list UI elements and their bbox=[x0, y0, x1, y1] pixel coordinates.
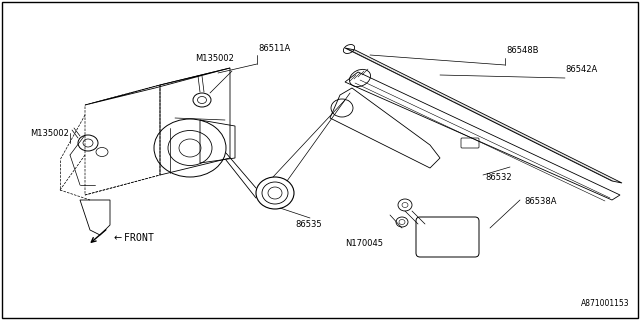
Text: 86535: 86535 bbox=[295, 220, 322, 229]
Text: M135002: M135002 bbox=[30, 129, 69, 138]
Text: N170045: N170045 bbox=[345, 238, 383, 247]
Text: 86538A: 86538A bbox=[524, 197, 557, 206]
Text: 86548B: 86548B bbox=[506, 46, 538, 55]
Polygon shape bbox=[345, 48, 622, 183]
Text: 86542A: 86542A bbox=[565, 66, 597, 75]
Text: 86532: 86532 bbox=[485, 173, 511, 182]
Text: A871001153: A871001153 bbox=[581, 299, 630, 308]
Text: 86511A: 86511A bbox=[258, 44, 291, 53]
Text: $\leftarrow$FRONT: $\leftarrow$FRONT bbox=[112, 231, 155, 243]
Text: M135002: M135002 bbox=[195, 54, 234, 63]
